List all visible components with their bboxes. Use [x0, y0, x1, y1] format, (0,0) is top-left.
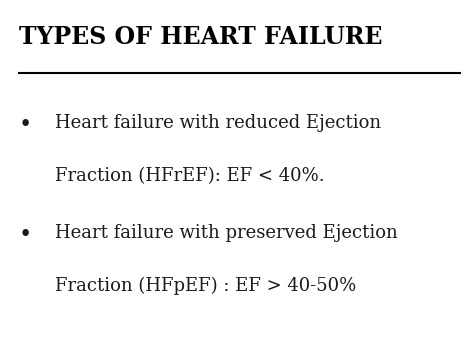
Text: TYPES OF HEART FAILURE: TYPES OF HEART FAILURE	[19, 25, 383, 49]
Text: Fraction (HFrEF): EF < 40%.: Fraction (HFrEF): EF < 40%.	[55, 167, 324, 185]
Text: Fraction (HFpEF) : EF > 40-50%: Fraction (HFpEF) : EF > 40-50%	[55, 277, 356, 295]
Text: •: •	[19, 224, 32, 246]
Text: Heart failure with preserved Ejection: Heart failure with preserved Ejection	[55, 224, 397, 242]
Text: Heart failure with reduced Ejection: Heart failure with reduced Ejection	[55, 114, 381, 132]
Text: •: •	[19, 114, 32, 136]
